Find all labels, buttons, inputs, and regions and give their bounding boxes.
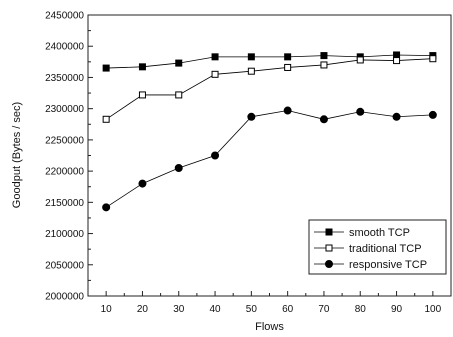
- data-point-series-1: [429, 55, 437, 63]
- data-point-series-1: [138, 91, 146, 99]
- data-point-series-0: [175, 59, 183, 67]
- data-point-series-0: [247, 53, 255, 61]
- data-point-series-1: [356, 56, 364, 64]
- data-point-series-1: [102, 115, 110, 123]
- y-axis: 2000000 2050000 2100000 2150000 2200000 22500…: [45, 11, 93, 303]
- data-point-series-2: [174, 163, 183, 172]
- legend-label-2: responsive TCP: [349, 259, 427, 271]
- data-point-series-2: [428, 110, 437, 119]
- data-point-series-2: [211, 151, 220, 160]
- x-tick-label: 60: [282, 304, 294, 315]
- y-tick-label: 2100000: [45, 229, 84, 240]
- data-point-series-2: [392, 112, 401, 121]
- data-point-series-1: [247, 67, 255, 75]
- legend: smooth TCP traditional TCP responsive TCP: [308, 219, 447, 275]
- x-tick-label: 100: [425, 304, 442, 315]
- legend-marker-0: [325, 228, 333, 236]
- y-axis-title: Goodput (Bytes / sec): [11, 102, 23, 208]
- data-point-series-0: [284, 53, 292, 61]
- x-tick-label: 10: [101, 304, 113, 315]
- y-tick-label: 2300000: [45, 104, 84, 115]
- series-line-1: [105, 58, 433, 120]
- data-point-series-1: [393, 57, 401, 65]
- x-tick-label: 80: [355, 304, 367, 315]
- y-tick-label: 2450000: [45, 11, 84, 22]
- data-point-series-1: [211, 70, 219, 78]
- y-tick-label: 2350000: [45, 73, 84, 84]
- x-tick-label: 40: [209, 304, 221, 315]
- series-line-0: [106, 54, 433, 69]
- y-tick-label: 2250000: [45, 135, 84, 146]
- x-tick-label: 70: [318, 304, 330, 315]
- y-tick-label: 2200000: [45, 167, 84, 178]
- legend-marker-1: [325, 244, 333, 252]
- data-point-series-2: [138, 179, 147, 188]
- y-tick-label: 2400000: [45, 42, 84, 53]
- data-point-series-1: [175, 91, 183, 99]
- data-point-series-2: [356, 107, 365, 116]
- data-point-series-2: [283, 106, 292, 115]
- series-line-2: [105, 110, 433, 208]
- x-tick-label: 90: [391, 304, 403, 315]
- y-tick-label: 2000000: [45, 292, 84, 303]
- data-point-series-2: [319, 115, 328, 124]
- x-tick-label: 50: [246, 304, 258, 315]
- legend-marker-2: [325, 260, 333, 268]
- data-point-series-0: [102, 64, 110, 72]
- x-tick-label: 20: [137, 304, 149, 315]
- y-tick-label: 2050000: [45, 260, 84, 271]
- legend-label-1: traditional TCP: [349, 243, 422, 255]
- legend-label-0: smooth TCP: [349, 227, 410, 239]
- series-lines: [105, 54, 433, 208]
- x-tick-label: 30: [173, 304, 185, 315]
- y-tick-label: 2150000: [45, 198, 84, 209]
- series-markers: [102, 51, 437, 212]
- data-point-series-1: [320, 61, 328, 69]
- data-point-series-0: [211, 53, 219, 61]
- data-point-series-0: [320, 52, 328, 60]
- data-point-series-2: [102, 203, 111, 212]
- data-point-series-0: [393, 51, 401, 59]
- data-point-series-1: [284, 63, 292, 71]
- x-axis: 10 20 30 40 50 60 70 80 90 100: [101, 291, 442, 315]
- x-axis-title: Flows: [255, 321, 284, 333]
- data-point-series-2: [247, 112, 256, 121]
- data-point-series-0: [138, 63, 146, 71]
